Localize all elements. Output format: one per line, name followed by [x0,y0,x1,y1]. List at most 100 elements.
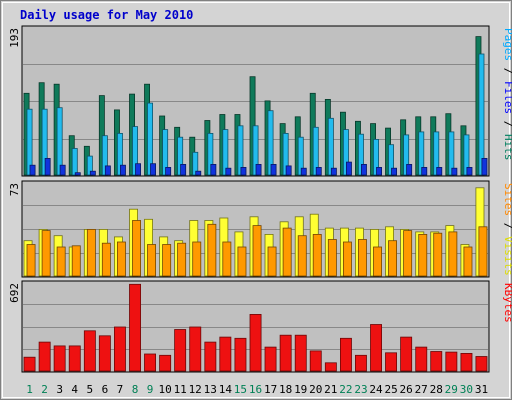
bar-files-day-12 [192,151,199,176]
x-tick-label-day-26: 26 [399,383,412,396]
bar-sites-day-1 [26,244,36,277]
bar-files-day-22 [342,129,349,176]
bar-kbytes-day-18 [279,334,292,372]
bar-kbytes-day-25 [385,352,398,372]
x-tick-label-day-15: 15 [234,383,247,396]
bar-sites-day-21 [327,239,337,277]
panel-visits: 73 Sites / Visits [8,180,512,278]
bar-sites-day-19 [297,235,307,277]
bar-kbytes-day-8 [129,283,142,372]
bar-kbytes-day-31 [475,356,488,372]
bar-files-day-13 [207,132,214,176]
bar-kbytes-day-11 [174,329,187,372]
bar-sites-day-27 [418,233,428,277]
panel-kbytes-legend: KBytes [502,283,512,323]
bar-pages-day-17 [270,163,277,176]
bar-kbytes-day-14 [219,336,232,372]
bar-files-day-20 [312,126,319,176]
bar-pages-day-1 [29,164,36,176]
bar-sites-day-6 [101,242,111,277]
bar-kbytes-day-9 [144,353,157,372]
bar-files-day-3 [56,107,63,176]
bar-files-day-6 [101,135,108,176]
chart-title: Daily usage for May 2010 [20,8,193,22]
x-tick-label-day-19: 19 [294,383,307,396]
bar-sites-day-18 [282,227,292,277]
bar-sites-day-20 [312,233,322,277]
x-tick-label-day-5: 5 [86,383,93,396]
bar-sites-day-28 [433,232,443,277]
x-tick-label-day-9: 9 [147,383,154,396]
bar-pages-day-26 [406,163,413,176]
bar-pages-day-20 [315,166,322,176]
x-tick-label-day-1: 1 [26,383,33,396]
bar-files-day-10 [162,129,169,176]
bar-pages-day-19 [300,167,307,176]
bar-pages-day-30 [466,166,473,176]
bar-pages-day-15 [240,166,247,176]
x-tick-label-day-12: 12 [189,383,202,396]
bar-pages-day-23 [360,163,367,176]
bar-kbytes-day-10 [159,354,172,372]
bar-sites-day-30 [463,246,473,277]
x-tick-label-day-4: 4 [71,383,78,396]
bar-files-day-15 [237,125,244,176]
bar-sites-day-8 [132,220,142,277]
chart-inner-border [2,2,510,398]
bar-files-day-23 [357,133,364,176]
bar-kbytes-day-13 [204,341,217,372]
x-tick-label-day-29: 29 [445,383,458,396]
bar-files-day-29 [448,131,455,176]
bar-sites-day-14 [222,241,232,277]
x-tick-label-day-3: 3 [56,383,63,396]
bar-kbytes-day-1 [23,356,36,372]
bar-pages-day-4 [74,172,81,176]
x-tick-label-day-30: 30 [460,383,473,396]
bar-kbytes-day-7 [114,326,126,372]
x-tick-label-day-31: 31 [475,383,488,396]
bar-sites-day-22 [342,241,352,277]
x-tick-label-day-16: 16 [249,383,262,396]
bar-files-day-11 [177,136,184,176]
panel-hits-legend: Pages / Files / Hits [502,28,512,161]
x-tick-label-day-21: 21 [324,383,337,396]
bar-sites-day-23 [357,239,367,277]
bar-kbytes-day-28 [430,351,443,372]
bar-sites-day-16 [252,225,262,277]
x-tick-label-day-13: 13 [204,383,217,396]
bar-kbytes-day-6 [98,335,111,372]
x-tick-label-day-11: 11 [174,383,187,396]
bar-sites-day-26 [403,230,413,277]
bar-files-day-19 [297,136,304,176]
bar-sites-day-15 [237,246,247,277]
bar-pages-day-22 [345,161,352,176]
bar-kbytes-day-29 [445,351,458,372]
legend-part-0: KBytes [502,283,512,323]
x-tick-label-day-28: 28 [430,383,443,396]
bar-pages-day-18 [285,165,292,176]
bar-sites-day-17 [267,246,277,277]
chart-panels: 193 Pages / Files / Hits 73 Sites / Visits 6… [8,25,512,373]
bar-pages-day-24 [376,166,382,176]
x-tick-label-day-24: 24 [369,383,383,396]
bar-kbytes-day-15 [234,337,247,372]
bar-kbytes-day-19 [294,334,307,372]
bar-sites-day-24 [373,246,383,277]
bar-sites-day-25 [388,240,398,277]
bar-pages-day-16 [255,163,262,176]
legend-part-2: Files [502,81,512,114]
bar-files-day-8 [132,126,138,176]
bar-pages-day-5 [89,170,96,176]
bar-pages-day-25 [391,167,397,176]
bar-sites-day-11 [177,242,187,277]
bar-files-day-25 [388,144,394,176]
x-tick-label-day-14: 14 [219,383,233,396]
bar-sites-day-12 [192,241,202,277]
bar-kbytes-day-21 [324,362,337,372]
bar-pages-day-12 [195,170,202,176]
bar-sites-day-10 [162,244,172,277]
x-tick-label-day-10: 10 [158,383,171,396]
panel-kbytes-ymax-label: 692 [8,283,21,303]
bar-files-day-24 [373,138,379,176]
bar-pages-day-2 [44,157,51,176]
